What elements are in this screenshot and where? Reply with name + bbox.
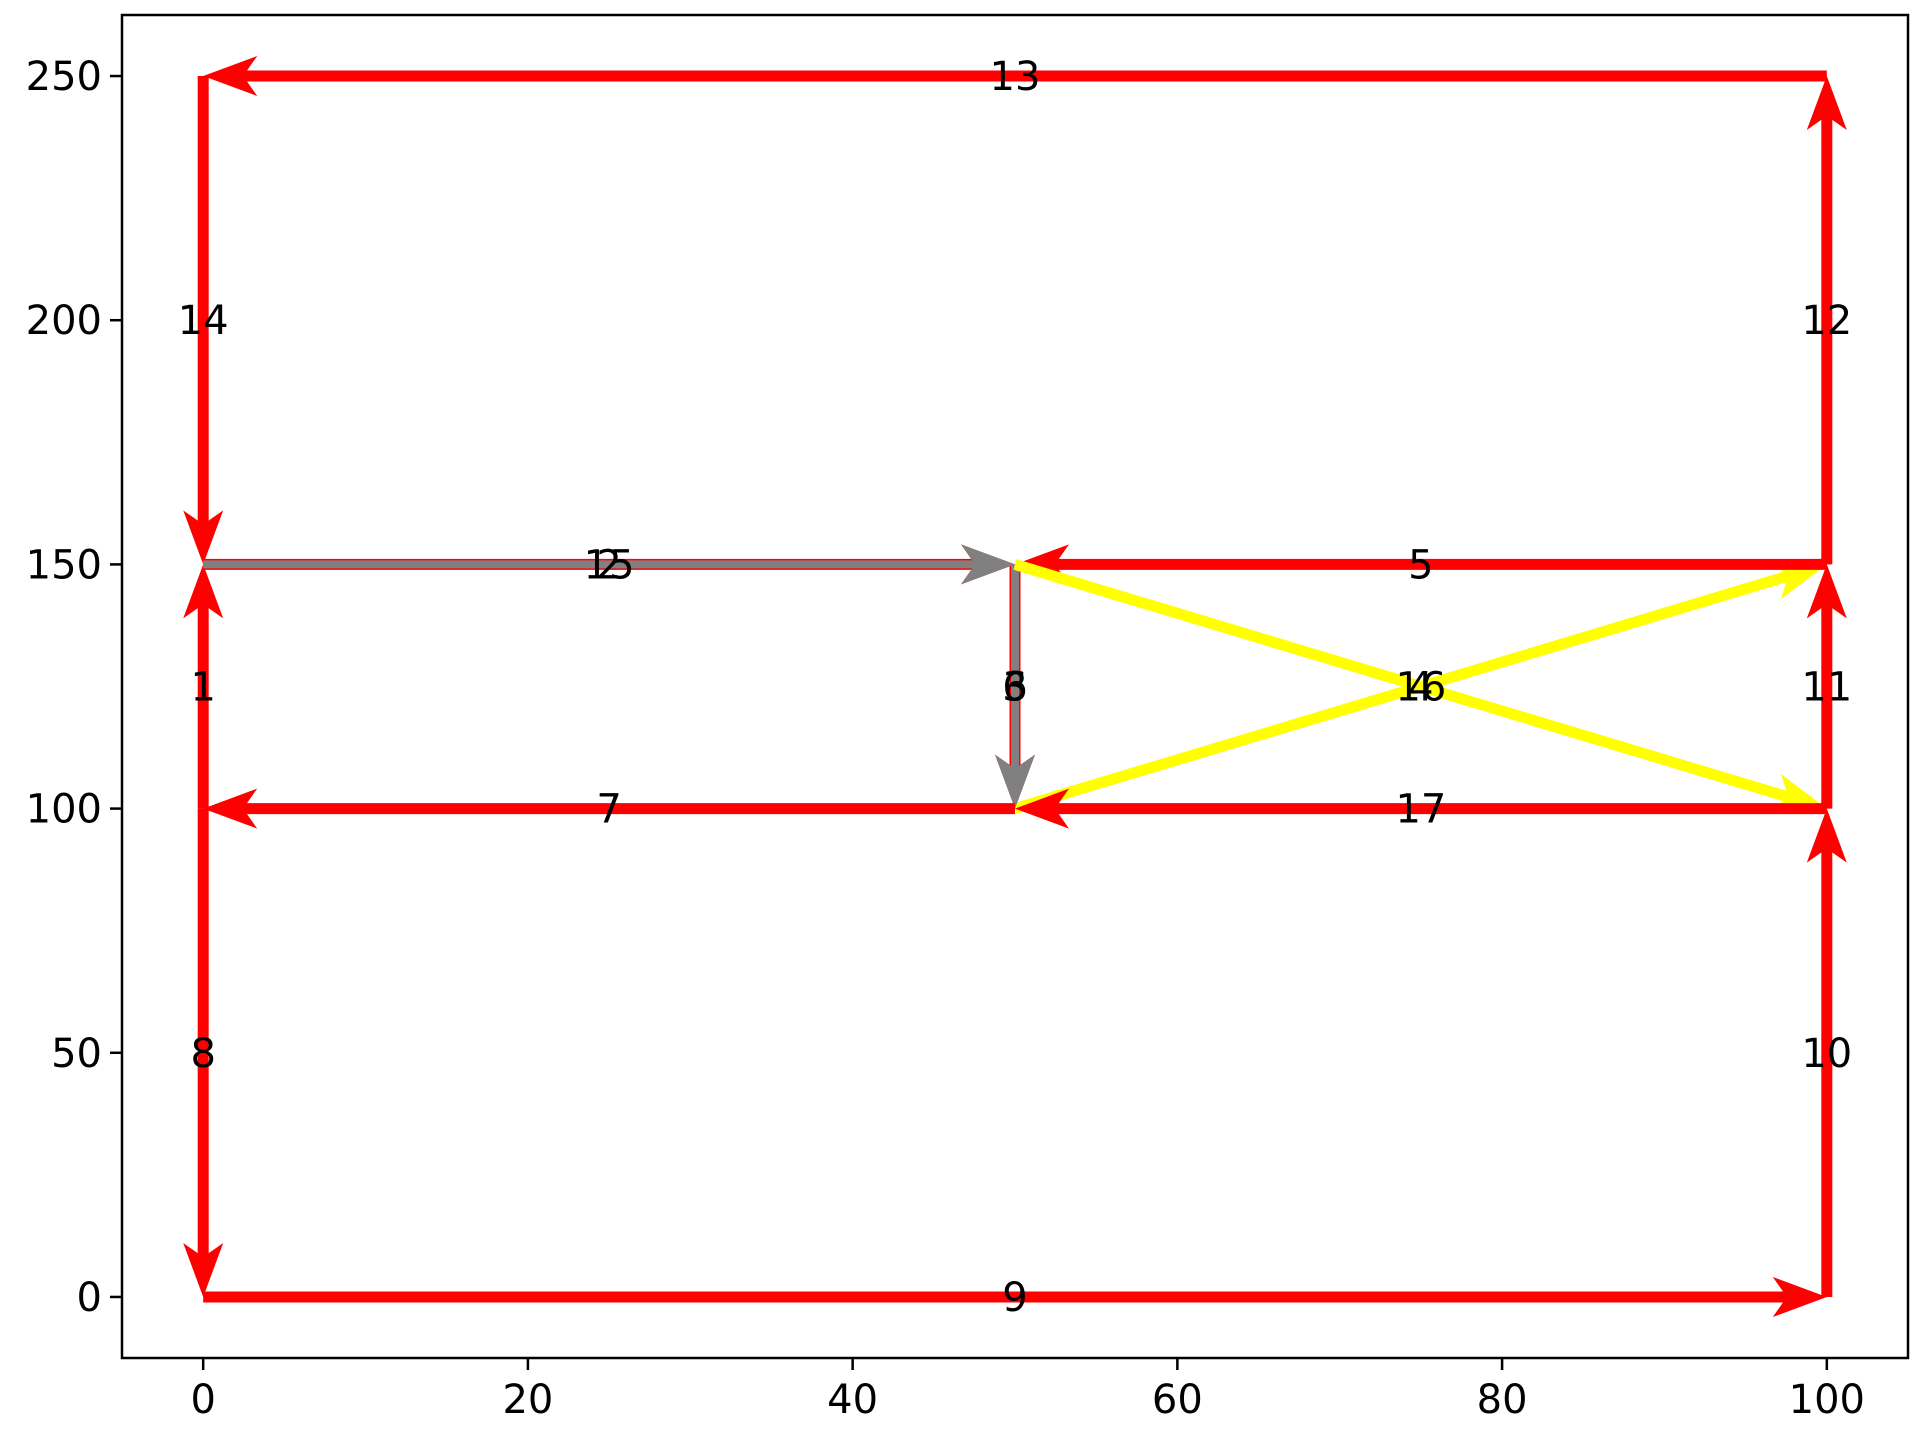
y-tick-label: 50 [51,1031,102,1077]
edge-10 [1806,808,1847,1297]
edge-7 [203,788,1015,829]
edge-4 [1013,560,1827,814]
edge-16-arrowhead [1769,773,1827,813]
edge-label-7: 7 [596,787,621,833]
edge-1 [183,564,224,809]
y-axis: 0 50 100 150 200 250 [26,54,122,1321]
y-tick-label: 0 [77,1275,102,1321]
edge-label-17: 17 [1395,787,1446,833]
edge-15 [203,544,1015,585]
edges-layer [183,56,1847,1317]
x-tick-label: 60 [1152,1377,1203,1423]
edge-4-line [1013,570,1791,814]
edge-label-10: 10 [1801,1031,1852,1077]
edge-8-arrowhead [183,1243,224,1297]
x-tick-label: 40 [827,1377,878,1423]
edge-label-3: 3 [1002,665,1027,711]
edge-label-11: 11 [1801,665,1852,711]
edge-6 [995,564,1035,809]
edge-14-arrowhead [183,510,224,565]
edge-13-arrowhead [203,56,258,96]
edge-label-8: 8 [190,1031,215,1077]
edge-label-12: 12 [1801,298,1852,344]
y-tick-label: 250 [26,54,102,100]
edge-label-9: 9 [1002,1275,1027,1321]
edge-8 [183,808,224,1297]
edge-10-arrowhead [1806,808,1847,863]
x-tick-label: 20 [502,1377,553,1423]
edge-11-arrowhead [1806,564,1847,619]
edge-label-4: 4 [1408,665,1433,711]
edge-12 [1806,76,1847,565]
y-tick-label: 150 [26,542,102,588]
edge-label-15: 15 [584,542,635,588]
edge-label-16: 16 [1395,665,1446,711]
axes-frame [120,13,1910,1360]
edge-12-arrowhead [1806,76,1847,130]
x-axis: 0 20 40 60 80 100 [190,1358,1865,1423]
x-tick-label: 0 [190,1377,215,1423]
edge-label-6: 6 [1002,665,1027,711]
y-tick-label: 200 [26,298,102,344]
edge-9-arrowhead [1772,1277,1827,1317]
edge-label-2: 2 [596,542,621,588]
x-tick-label: 80 [1477,1377,1528,1423]
edge-14 [183,76,224,565]
edge-13 [203,56,1827,96]
edge-label-13: 13 [990,54,1041,100]
edge-11 [1806,564,1847,809]
edge-15-arrowhead [961,544,1015,585]
edge-4-arrowhead [1769,560,1827,600]
edge-label-14: 14 [178,298,229,344]
edge-label-1: 1 [190,665,215,711]
edge-16-line [1013,559,1791,803]
edge-9 [203,1277,1827,1317]
edge-17 [1015,788,1827,829]
edge-label-5: 5 [1408,542,1433,588]
edge-6-arrowhead [995,754,1035,809]
edge-7-arrowhead [203,788,258,829]
y-tick-label: 100 [26,787,102,833]
edge-16 [1013,559,1827,813]
x-tick-label: 100 [1789,1377,1865,1423]
edge-17-arrowhead [1015,788,1069,829]
edge-1-arrowhead [183,564,224,619]
